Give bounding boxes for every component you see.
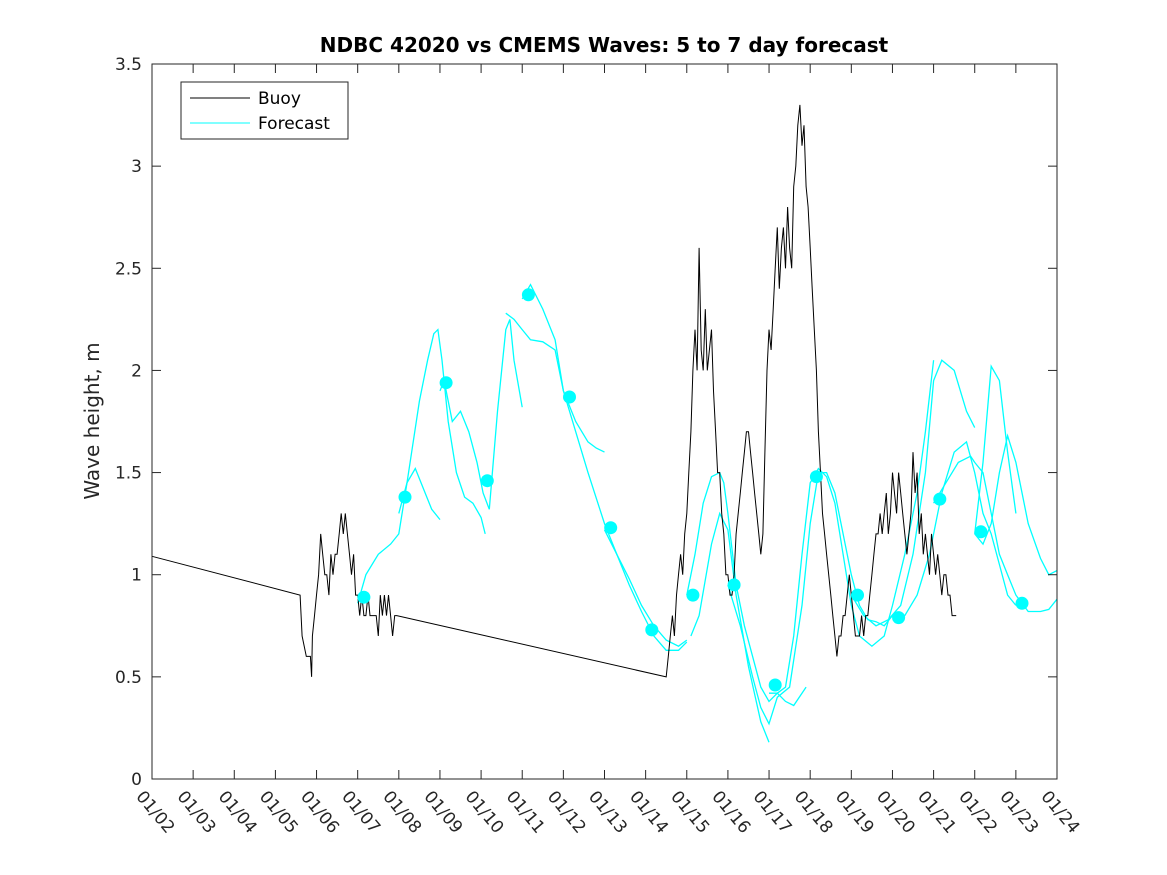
legend-label-forecast: Forecast <box>258 114 330 134</box>
plot-area <box>152 64 1057 779</box>
forecast-marker <box>645 623 659 637</box>
forecast-line-5 <box>603 529 688 647</box>
forecast-marker <box>480 474 494 488</box>
legend-box <box>180 81 349 140</box>
y-tick-label: 0.5 <box>115 668 142 688</box>
forecast-line-11 <box>892 440 1017 621</box>
forecast-line-4 <box>521 283 688 651</box>
y-tick-label: 3.5 <box>115 55 142 75</box>
forecast-line-14 <box>974 364 1017 534</box>
y-tick-label: 3 <box>131 157 142 177</box>
forecast-marker <box>727 578 741 592</box>
forecast-marker <box>357 590 371 604</box>
y-axis-label: Wave height, m <box>80 342 104 499</box>
forecast-marker <box>604 521 618 535</box>
forecast-line-3 <box>505 312 605 453</box>
forecast-marker <box>851 588 864 602</box>
forecast-marker <box>974 525 988 539</box>
forecast-marker <box>1015 596 1029 610</box>
forecast-marker <box>439 376 453 390</box>
forecast-marker <box>563 390 576 404</box>
series-layer <box>151 104 1058 743</box>
forecast-line-10 <box>850 359 976 627</box>
y-tick-label: 1.5 <box>115 464 142 484</box>
forecast-marker <box>768 678 782 692</box>
forecast-line-9 <box>769 360 935 694</box>
forecast-line-7 <box>690 511 770 743</box>
forecast-line-13 <box>974 433 1058 576</box>
forecast-marker <box>892 611 906 625</box>
y-tick-label: 2 <box>131 361 142 381</box>
forecast-line-6 <box>686 471 807 707</box>
forecast-line-12 <box>933 455 1058 613</box>
forecast-line-1 <box>398 467 441 521</box>
forecast-line-0 <box>357 328 486 604</box>
buoy-line <box>151 104 957 678</box>
forecast-line-2 <box>439 319 523 510</box>
y-tick-label: 1 <box>131 566 142 586</box>
forecast-marker <box>398 490 412 504</box>
forecast-marker <box>809 470 823 484</box>
forecast-marker <box>521 288 535 302</box>
y-tick-label: 0 <box>131 770 142 790</box>
y-tick-label: 2.5 <box>115 259 142 279</box>
legend: Buoy Forecast <box>180 81 349 140</box>
forecast-marker <box>933 492 947 506</box>
forecast-marker <box>686 588 700 602</box>
chart-title: NDBC 42020 vs CMEMS Waves: 5 to 7 day fo… <box>320 33 889 57</box>
legend-label-buoy: Buoy <box>258 89 301 109</box>
